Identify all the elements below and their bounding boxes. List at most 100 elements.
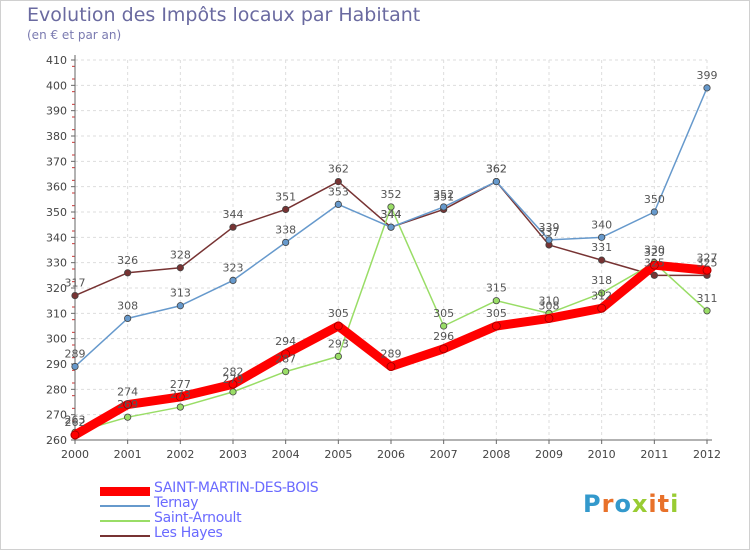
data-point (334, 200, 342, 208)
x-tick-label: 2009 (535, 448, 563, 461)
x-tick-label: 2000 (61, 448, 89, 461)
data-label: 277 (170, 378, 191, 391)
data-label: 352 (433, 188, 454, 201)
data-label: 315 (486, 282, 507, 295)
data-point (229, 388, 237, 396)
data-point (492, 178, 500, 186)
y-tick-label: 310 (46, 307, 67, 320)
data-label: 287 (275, 353, 296, 366)
x-tick-label: 2004 (272, 448, 300, 461)
data-label: 310 (539, 294, 560, 307)
data-label: 350 (644, 193, 665, 206)
data-point (492, 297, 500, 305)
data-label: 326 (117, 254, 138, 267)
data-point (440, 203, 448, 211)
data-label: 325 (644, 256, 665, 269)
y-tick-label: 290 (46, 358, 67, 371)
data-point (650, 271, 658, 279)
data-point (70, 430, 80, 440)
data-point (229, 223, 237, 231)
y-tick-label: 260 (46, 434, 67, 447)
logo-letter: P (583, 490, 602, 518)
data-label: 344 (381, 208, 402, 221)
x-tick-label: 2006 (377, 448, 405, 461)
legend-swatch (100, 487, 150, 496)
legend-swatch (100, 535, 150, 537)
data-point (703, 307, 711, 315)
y-tick-label: 270 (46, 409, 67, 422)
data-label: 296 (433, 330, 454, 343)
legend-label: SAINT-MARTIN-DES-BOIS (154, 480, 319, 496)
series-layer (70, 84, 712, 440)
data-label: 328 (170, 249, 191, 262)
data-point (124, 269, 132, 277)
data-point (229, 276, 237, 284)
data-label: 312 (591, 289, 612, 302)
data-label: 289 (65, 348, 86, 361)
logo-letter: o (614, 490, 632, 518)
data-point (334, 178, 342, 186)
data-label: 318 (591, 274, 612, 287)
data-label: 262 (65, 416, 86, 429)
data-label: 325 (697, 256, 718, 269)
x-tick-label: 2001 (114, 448, 142, 461)
y-tick-label: 300 (46, 333, 67, 346)
y-tick-label: 400 (46, 79, 67, 92)
logo-letter: i (670, 490, 680, 518)
data-point (176, 403, 184, 411)
x-tick-label: 2010 (588, 448, 616, 461)
axes: 2602702802903003103203303403503603703803… (46, 54, 721, 461)
data-point (650, 208, 658, 216)
data-label: 330 (644, 244, 665, 257)
data-point (334, 352, 342, 360)
data-label: 362 (328, 163, 349, 176)
x-tick-label: 2011 (640, 448, 668, 461)
data-label: 305 (486, 307, 507, 320)
data-point (124, 314, 132, 322)
x-tick-label: 2007 (430, 448, 458, 461)
chart-subtitle: (en € et par an) (27, 28, 122, 42)
data-point (387, 223, 395, 231)
data-labels: 317 326 328 344 351 362 344 351 362 337 331 325 325 2… (65, 69, 718, 429)
data-label: 362 (486, 163, 507, 176)
y-tick-label: 410 (46, 54, 67, 67)
data-point (176, 264, 184, 272)
data-label: 340 (591, 218, 612, 231)
data-point (71, 291, 79, 300)
data-label: 329 (644, 246, 665, 259)
data-label: 313 (170, 287, 191, 300)
data-point (597, 303, 607, 313)
x-tick-label: 2012 (693, 448, 721, 461)
data-point (282, 367, 290, 376)
y-tick-label: 360 (46, 181, 67, 194)
data-point (123, 400, 133, 409)
data-point (282, 238, 290, 246)
data-point (282, 205, 290, 214)
data-label: 399 (697, 69, 718, 82)
y-tick-label: 330 (46, 257, 67, 270)
data-point (703, 84, 711, 92)
data-point (281, 349, 291, 359)
data-label: 339 (539, 221, 560, 234)
data-label: 331 (591, 241, 612, 254)
legend-label: Saint-Arnoult (154, 510, 242, 526)
data-point (175, 392, 185, 402)
data-point (440, 322, 448, 330)
legend-swatch (100, 505, 150, 507)
logo-letter: t (657, 490, 671, 518)
data-label: 323 (223, 261, 244, 274)
data-label: 317 (65, 277, 86, 290)
data-label: 337 (539, 226, 560, 239)
data-label: 344 (223, 208, 244, 221)
data-label: 338 (275, 223, 296, 236)
legend-label: Ternay (154, 495, 199, 511)
data-point (544, 313, 554, 323)
data-label: 279 (223, 373, 244, 386)
x-tick-label: 2008 (482, 448, 510, 461)
data-point (333, 321, 343, 331)
data-label: 273 (170, 388, 191, 401)
data-point (228, 379, 238, 389)
data-label: 305 (433, 307, 454, 320)
data-label: 351 (433, 190, 454, 203)
